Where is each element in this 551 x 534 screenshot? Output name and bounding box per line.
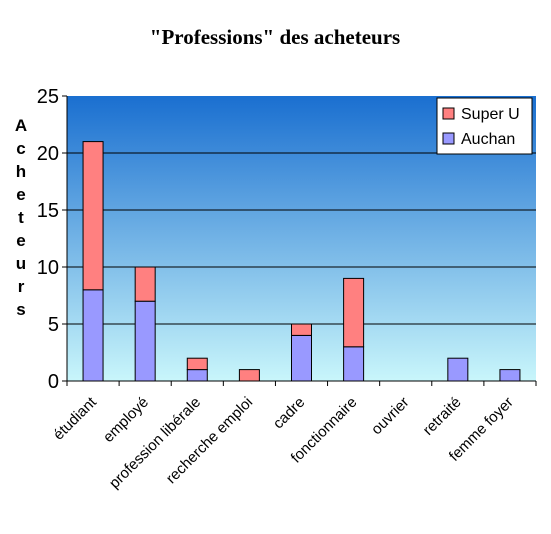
bar-auchan-etudiant bbox=[82, 289, 104, 382]
legend: Super U Auchan bbox=[436, 97, 533, 155]
bar-super-u-cadre bbox=[291, 323, 312, 336]
y-tick-label: 5 bbox=[48, 314, 59, 336]
bar-auchan-fonctionnaire bbox=[343, 346, 365, 382]
legend-swatch-auchan bbox=[442, 132, 455, 145]
axes bbox=[62, 95, 537, 386]
legend-swatch-super-u bbox=[442, 107, 455, 120]
bar-auchan-profession-liberale bbox=[186, 369, 208, 382]
x-tick-label: cadre bbox=[270, 394, 309, 433]
chart-title: "Professions" des acheteurs bbox=[150, 25, 400, 49]
x-tick-label: retraité bbox=[420, 394, 465, 439]
bar-auchan-cadre bbox=[291, 334, 312, 382]
y-tick-label: 0 bbox=[48, 371, 59, 393]
bar-super-u-recherche-emploi bbox=[238, 369, 260, 382]
bars bbox=[82, 141, 521, 382]
bar-auchan-femme-foyer bbox=[499, 369, 521, 382]
bar-super-u-fonctionnaire bbox=[343, 277, 365, 348]
x-tick-label: ouvrier bbox=[368, 394, 412, 438]
x-tick-label: profession libérale bbox=[106, 394, 204, 492]
bar-super-u-profession-liberale bbox=[186, 357, 208, 371]
legend-box bbox=[436, 97, 533, 155]
bar-auchan-retraite bbox=[447, 357, 469, 382]
x-tick-label: étudiant bbox=[50, 393, 100, 443]
x-tick-label: employé bbox=[100, 394, 152, 446]
legend-label-super-u: Super U bbox=[461, 106, 520, 123]
y-tick-label: 20 bbox=[37, 143, 59, 165]
bar-auchan-employe bbox=[134, 300, 156, 382]
y-tick-label: 25 bbox=[37, 86, 59, 108]
y-tick-labels: 0 5 10 15 20 25 bbox=[37, 86, 59, 393]
y-tick-label: 10 bbox=[37, 257, 59, 279]
y-tick-label: 15 bbox=[37, 200, 59, 222]
bar-super-u-employe bbox=[134, 266, 156, 302]
bar-super-u-etudiant bbox=[82, 141, 104, 291]
legend-label-auchan: Auchan bbox=[461, 131, 515, 148]
